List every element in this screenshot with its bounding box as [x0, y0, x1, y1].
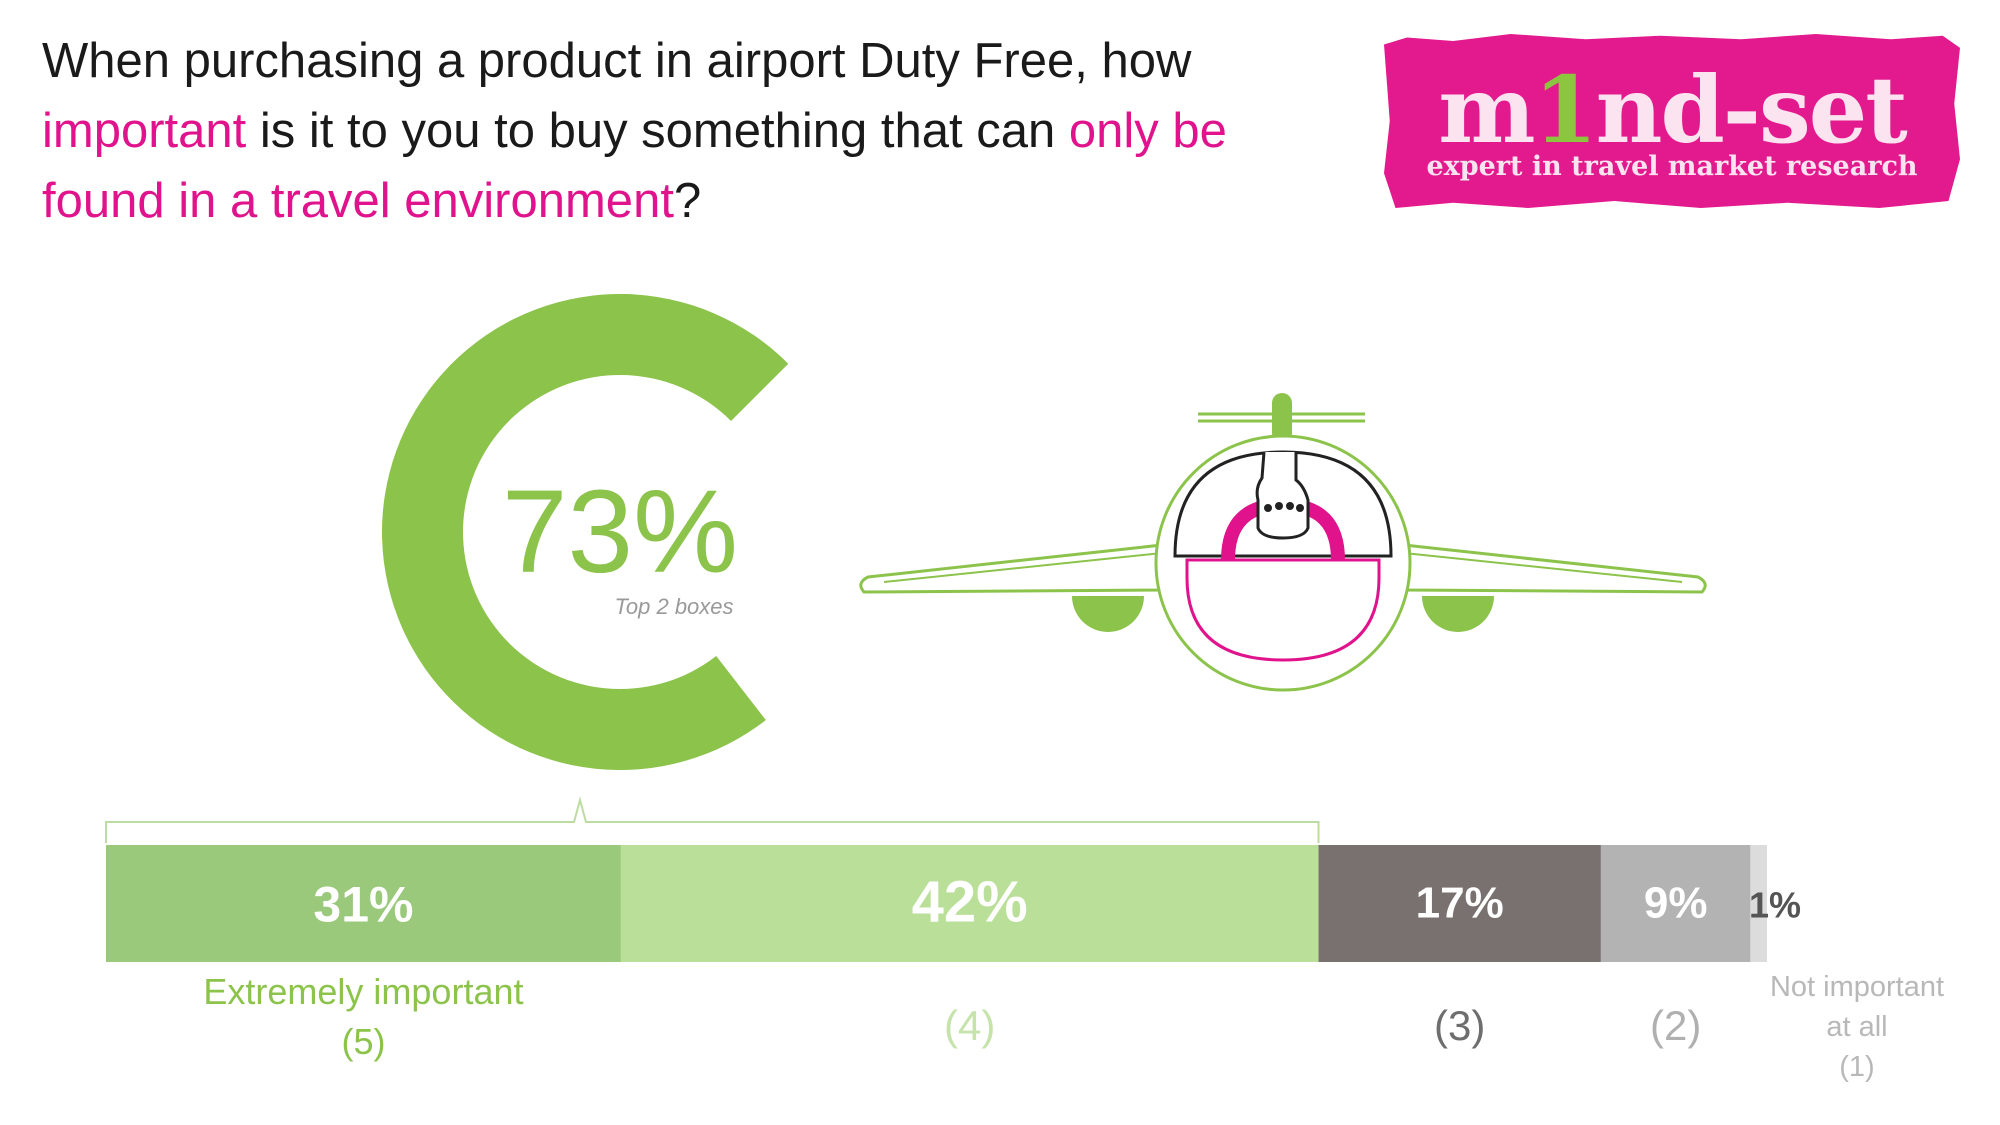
category-label: (5): [341, 1021, 385, 1062]
logo-wordmark: m1nd-set: [1438, 56, 1908, 164]
question-highlight-only-be: only be: [1068, 104, 1227, 158]
bar-value-label: 31%: [313, 877, 413, 933]
bar-value-label: 42%: [912, 870, 1028, 935]
category-label: Extremely important: [203, 971, 523, 1012]
question-title: When purchasing a product in airport Dut…: [42, 26, 1382, 236]
top2-donut-arc: [382, 294, 789, 771]
question-text-1: When purchasing a product in airport Dut…: [42, 34, 1192, 88]
bar-value-labels: 31% 42% 17% 9% 1%: [313, 870, 1801, 935]
top2-value: 73%: [502, 466, 738, 598]
bar-value-label: 9%: [1644, 879, 1708, 928]
bar-segment: [1318, 845, 1601, 962]
bar-value-label: 17%: [1416, 879, 1504, 928]
top2-bracket: [105, 796, 1320, 843]
stacked-bar: [106, 845, 1767, 962]
question-text-3: ?: [673, 174, 702, 228]
mind-set-logo: m1nd-set expert in travel market researc…: [1384, 34, 1960, 208]
category-label: (2): [1650, 1002, 1701, 1049]
category-label: at all: [1826, 1011, 1887, 1043]
category-label: (3): [1434, 1002, 1485, 1049]
category-label: (4): [944, 1002, 995, 1049]
top2-label: Top 2 boxes: [614, 594, 733, 619]
question-text-2: is it to you to buy something that can: [246, 104, 1069, 158]
airplane-illustration: [859, 393, 1707, 692]
top2-donut: [382, 294, 789, 771]
question-highlight-important: important: [42, 104, 247, 158]
bar-segment: [620, 845, 1319, 962]
bar-segment: [1750, 845, 1767, 962]
question-highlight-travel: found in a travel environment: [42, 174, 674, 228]
category-labels: Extremely important (5) (4) (3) (2) Not impor…: [203, 971, 1944, 1083]
category-label: Not important: [1770, 971, 1944, 1003]
bar-value-label: 1%: [1749, 885, 1801, 926]
category-label: (1): [1839, 1051, 1874, 1083]
bar-segment: [1600, 845, 1751, 962]
bar-segment: [106, 845, 621, 962]
logo-tagline: expert in travel market research: [1426, 151, 1918, 182]
